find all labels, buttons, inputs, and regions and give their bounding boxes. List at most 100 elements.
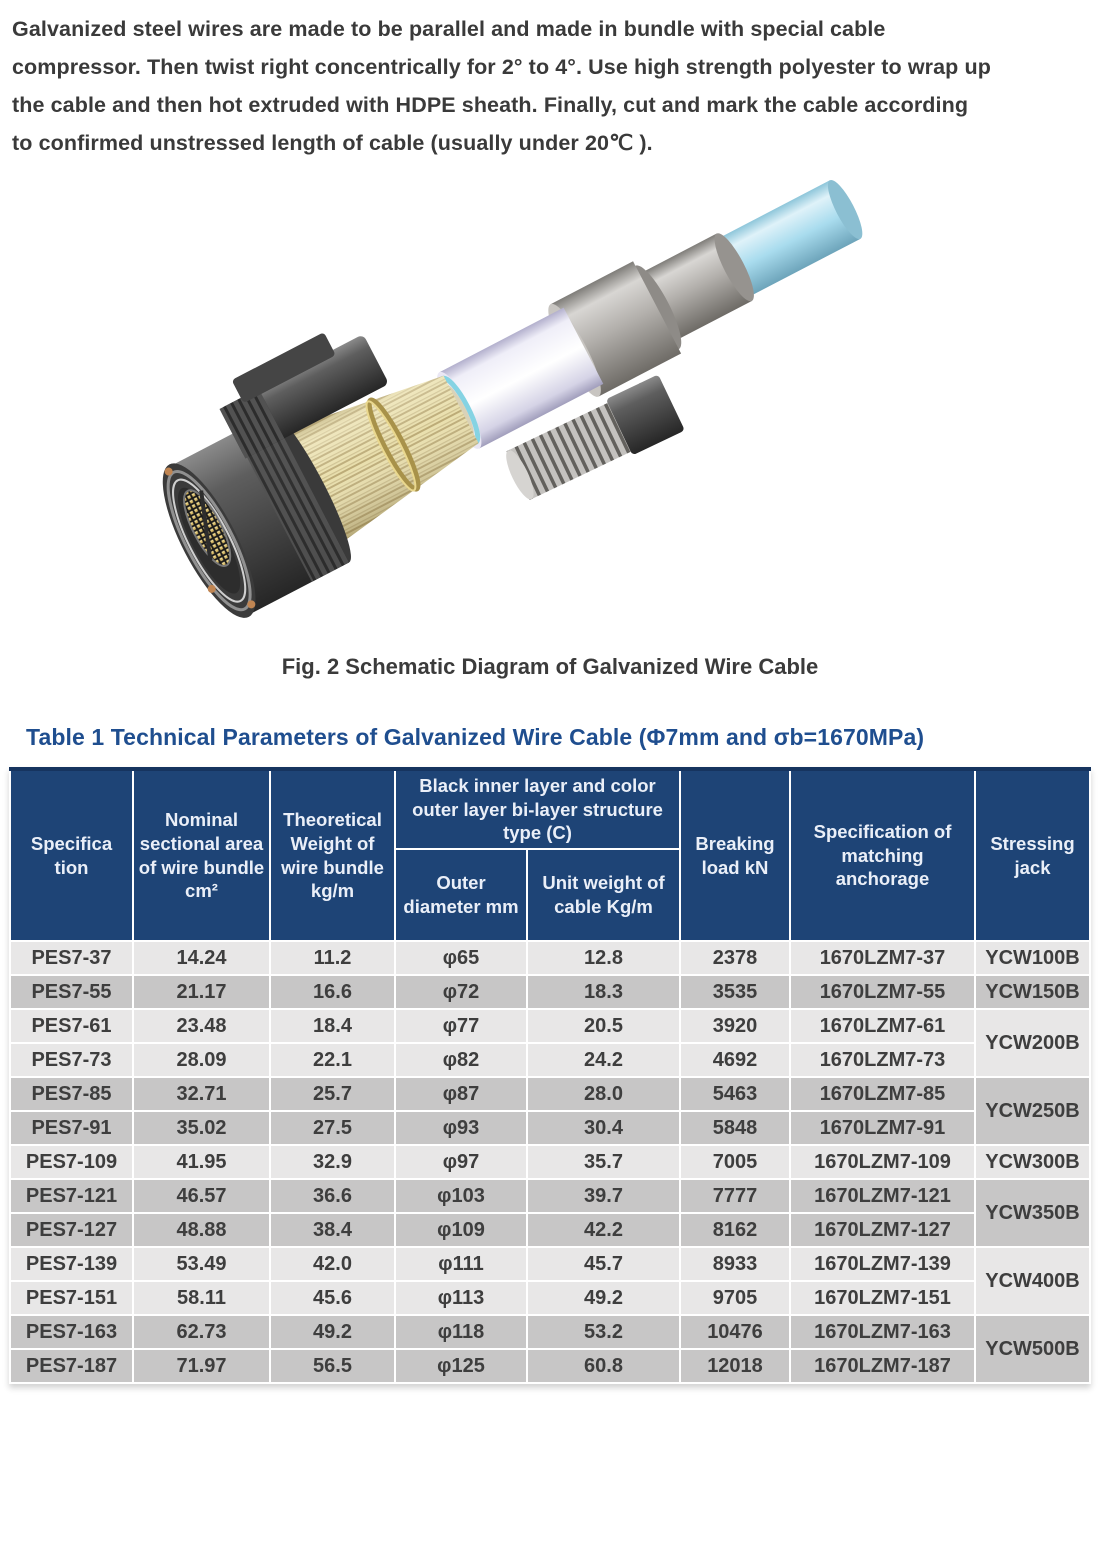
cell-breaking-load: 8162 [679, 1212, 791, 1249]
cell-breaking-load: 3535 [679, 974, 791, 1011]
cell-area: 41.95 [132, 1144, 271, 1181]
cell-weight: 36.6 [269, 1178, 396, 1215]
cell-unit-weight: 45.7 [526, 1246, 681, 1283]
cell-area: 28.09 [132, 1042, 271, 1079]
cell-outer-diameter: φ103 [394, 1178, 528, 1215]
cell-anchorage: 1670LZM7-109 [789, 1144, 976, 1181]
cell-anchorage: 1670LZM7-139 [789, 1246, 976, 1283]
cell-breaking-load: 5463 [679, 1076, 791, 1113]
cell-stressing-jack: YCW250B [974, 1076, 1091, 1147]
cell-stressing-jack: YCW200B [974, 1008, 1091, 1079]
cell-weight: 45.6 [269, 1280, 396, 1317]
cell-specification: PES7-55 [9, 974, 134, 1011]
cell-stressing-jack: YCW300B [974, 1144, 1091, 1181]
cell-specification: PES7-127 [9, 1212, 134, 1249]
cell-breaking-load: 2378 [679, 940, 791, 977]
table-row: PES7-187 71.97 56.5 φ125 60.8 12018 1670LZM7-1… [9, 1348, 1090, 1385]
cell-weight: 18.4 [269, 1008, 396, 1045]
cell-anchorage: 1670LZM7-85 [789, 1076, 976, 1113]
cell-specification: PES7-73 [9, 1042, 134, 1079]
intro-line: compressor. Then twist right concentrica… [12, 55, 991, 79]
figure-2: Fig. 2 Schematic Diagram of Galvanized W… [0, 164, 1100, 680]
col-header-theoretical-weight: Theoretical Weight of wire bundle kg/m [269, 766, 396, 943]
table-row: PES7-61 23.48 18.4 φ77 20.5 3920 1670LZM7-61 YC… [9, 1008, 1091, 1079]
table-row: PES7-139 53.49 42.0 φ111 45.7 8933 1670LZM7-13… [9, 1246, 1091, 1317]
intro-line: the cable and then hot extruded with HDP… [12, 93, 969, 117]
table-row: PES7-91 35.02 27.5 φ93 30.4 5848 1670LZM7-91 [9, 1110, 1090, 1147]
table-row: PES7-151 58.11 45.6 φ113 49.2 9705 1670LZM7-15… [9, 1280, 1090, 1317]
cell-unit-weight: 28.0 [526, 1076, 681, 1113]
cell-breaking-load: 3920 [679, 1008, 791, 1045]
cell-specification: PES7-151 [9, 1280, 134, 1317]
cell-area: 46.57 [132, 1178, 271, 1215]
cell-area: 14.24 [132, 940, 271, 977]
table-row: PES7-127 48.88 38.4 φ109 42.2 8162 1670LZM7-12… [9, 1212, 1090, 1249]
cell-unit-weight: 60.8 [526, 1348, 681, 1385]
cell-breaking-load: 8933 [679, 1246, 791, 1283]
cell-specification: PES7-121 [9, 1178, 134, 1215]
cell-area: 35.02 [132, 1110, 271, 1147]
cell-area: 58.11 [132, 1280, 271, 1317]
cell-unit-weight: 42.2 [526, 1212, 681, 1249]
table-header: Specifica tion Nominal sectional area of… [9, 766, 1091, 943]
cell-area: 21.17 [132, 974, 271, 1011]
col-header-breaking-load: Breaking load kN [679, 766, 791, 943]
col-header-nominal-area: Nominal sectional area of wire bundle cm… [132, 766, 271, 943]
cell-unit-weight: 30.4 [526, 1110, 681, 1147]
figure-caption: Fig. 2 Schematic Diagram of Galvanized W… [281, 654, 819, 679]
cell-anchorage: 1670LZM7-127 [789, 1212, 976, 1249]
cell-weight: 27.5 [269, 1110, 396, 1147]
table-row: PES7-121 46.57 36.6 φ103 39.7 7777 1670LZM7-12… [9, 1178, 1091, 1249]
cell-breaking-load: 9705 [679, 1280, 791, 1317]
cell-anchorage: 1670LZM7-91 [789, 1110, 976, 1147]
table-row: PES7-73 28.09 22.1 φ82 24.2 4692 1670LZM7-73 [9, 1042, 1090, 1079]
cell-anchorage: 1670LZM7-163 [789, 1314, 976, 1351]
col-header-stressing-jack: Stressing jack [974, 766, 1091, 943]
cell-weight: 38.4 [269, 1212, 396, 1249]
cell-specification: PES7-187 [9, 1348, 134, 1385]
cell-stressing-jack: YCW100B [974, 940, 1091, 977]
cell-anchorage: 1670LZM7-73 [789, 1042, 976, 1079]
cell-outer-diameter: φ113 [394, 1280, 528, 1317]
cell-weight: 25.7 [269, 1076, 396, 1113]
cell-stressing-jack: YCW400B [974, 1246, 1091, 1317]
anchor-head [170, 413, 351, 616]
cell-outer-diameter: φ125 [394, 1348, 528, 1385]
cell-outer-diameter: φ77 [394, 1008, 528, 1045]
cell-area: 71.97 [132, 1348, 271, 1385]
cell-unit-weight: 49.2 [526, 1280, 681, 1317]
cell-unit-weight: 35.7 [526, 1144, 681, 1181]
anchor-face [162, 463, 256, 618]
cell-specification: PES7-91 [9, 1110, 134, 1147]
cell-outer-diameter: φ93 [394, 1110, 528, 1147]
cell-unit-weight: 24.2 [526, 1042, 681, 1079]
col-header-specification: Specifica tion [9, 766, 134, 943]
binding-ring [365, 397, 421, 492]
cell-stressing-jack: YCW150B [974, 974, 1091, 1011]
cell-outer-diameter: φ118 [394, 1314, 528, 1351]
cell-weight: 56.5 [269, 1348, 396, 1385]
cell-anchorage: 1670LZM7-151 [789, 1280, 976, 1317]
cell-weight: 22.1 [269, 1042, 396, 1079]
parameters-table: Specifica tion Nominal sectional area of… [9, 766, 1091, 1385]
cell-outer-diameter: φ65 [394, 940, 528, 977]
cell-specification: PES7-85 [9, 1076, 134, 1113]
cell-weight: 42.0 [269, 1246, 396, 1283]
cell-unit-weight: 20.5 [526, 1008, 681, 1045]
table-row: PES7-85 32.71 25.7 φ87 28.0 5463 1670LZM7-85 YC… [9, 1076, 1091, 1147]
cell-breaking-load: 5848 [679, 1110, 791, 1147]
cell-weight: 16.6 [269, 974, 396, 1011]
cell-weight: 49.2 [269, 1314, 396, 1351]
cell-anchorage: 1670LZM7-187 [789, 1348, 976, 1385]
cable-diagram-illustration [162, 179, 863, 618]
cell-unit-weight: 18.3 [526, 974, 681, 1011]
col-header-unit-weight: Unit weight of cable Kg/m [526, 848, 681, 943]
cell-unit-weight: 39.7 [526, 1178, 681, 1215]
cell-stressing-jack: YCW350B [974, 1178, 1091, 1249]
cell-breaking-load: 4692 [679, 1042, 791, 1079]
cell-breaking-load: 10476 [679, 1314, 791, 1351]
cell-outer-diameter: φ97 [394, 1144, 528, 1181]
cell-weight: 11.2 [269, 940, 396, 977]
cell-area: 32.71 [132, 1076, 271, 1113]
